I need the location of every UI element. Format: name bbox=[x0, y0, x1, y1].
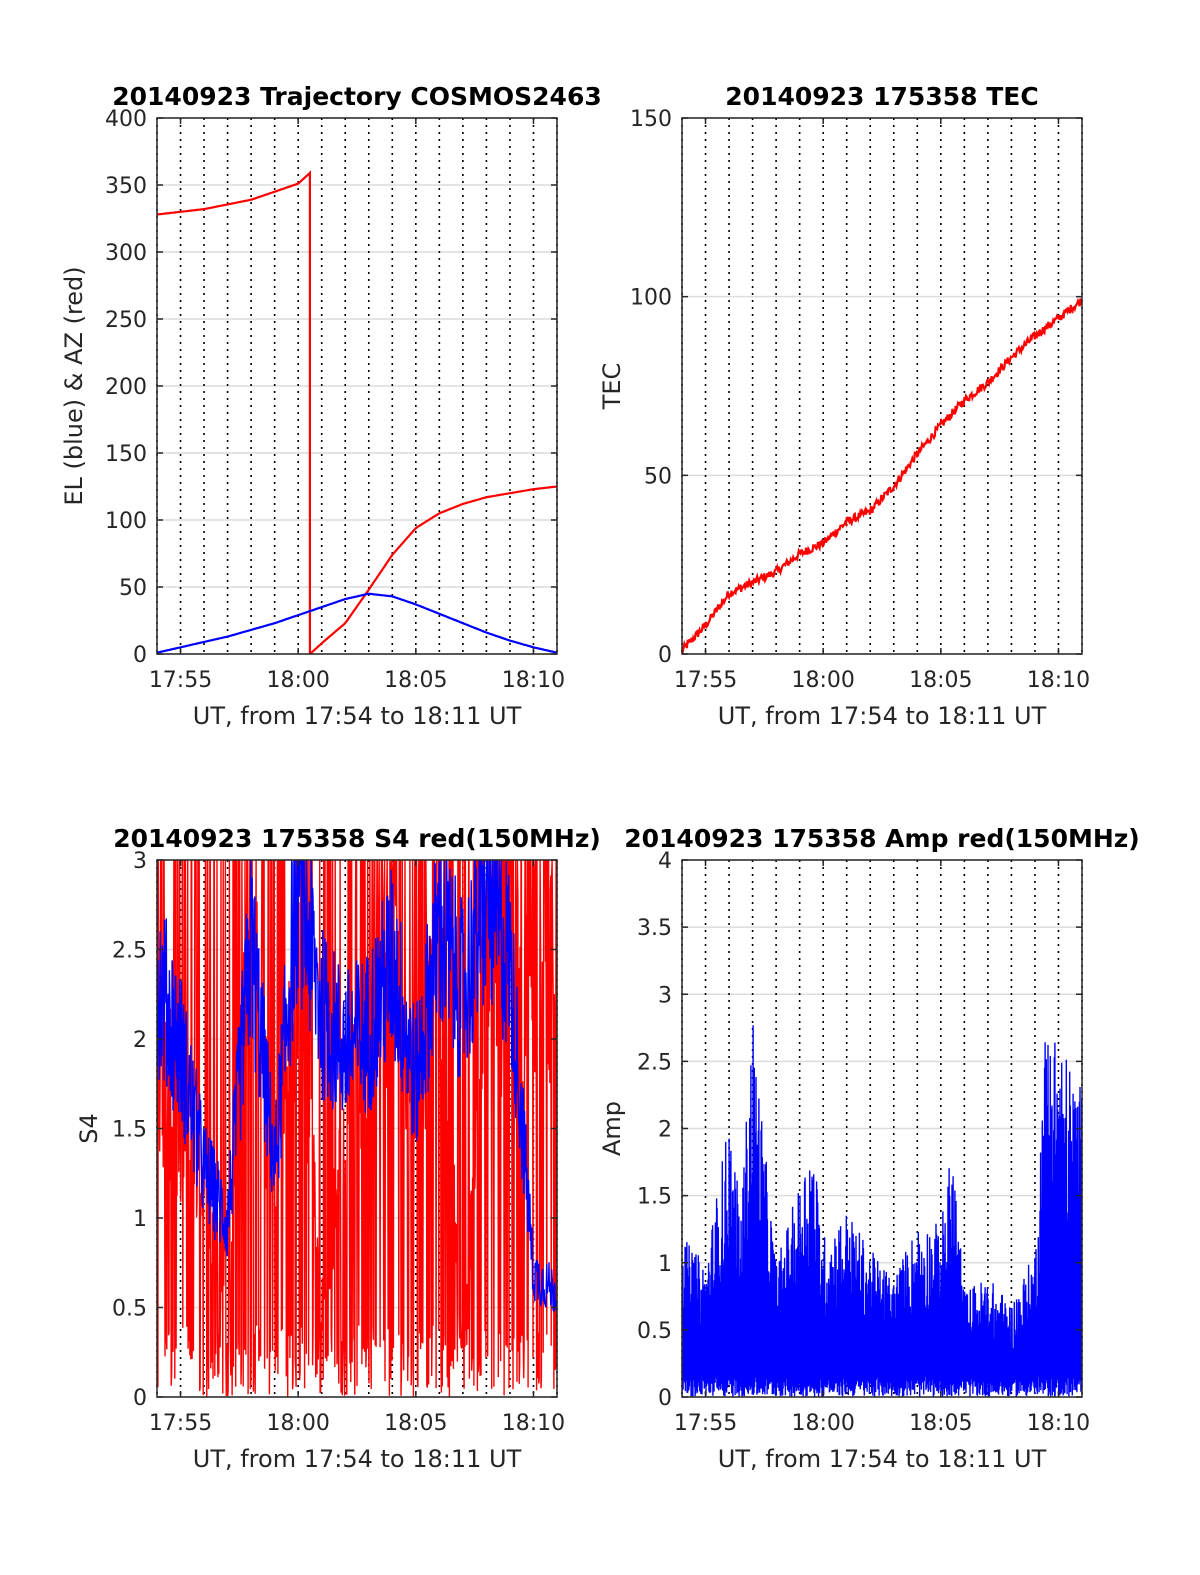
x-tick-label: 18:00 bbox=[791, 1411, 854, 1436]
y-tick-label: 3.5 bbox=[637, 916, 672, 941]
x-axis-label: UT, from 17:54 to 18:11 UT bbox=[193, 1445, 522, 1473]
y-tick-label: 2 bbox=[133, 1028, 147, 1053]
chart-title: 20140923 175358 TEC bbox=[725, 82, 1038, 111]
series-line bbox=[157, 170, 557, 654]
plot-area bbox=[682, 118, 1082, 654]
y-tick-label: 0 bbox=[133, 643, 147, 668]
x-tick-label: 17:55 bbox=[149, 668, 212, 693]
axes-box bbox=[681, 117, 1083, 655]
x-tick-label: 18:10 bbox=[502, 668, 565, 693]
y-tick-label: 4 bbox=[658, 849, 672, 874]
y-tick-label: 400 bbox=[105, 107, 147, 132]
y-tick-label: 100 bbox=[630, 286, 672, 311]
y-tick-label: 50 bbox=[644, 464, 672, 489]
chart-title: 20140923 175358 Amp red(150MHz) bbox=[624, 824, 1140, 853]
x-axis-label: UT, from 17:54 to 18:11 UT bbox=[718, 1445, 1047, 1473]
panel-amp: 0 0.5 1 1.5 2 2.5 3 3.5 4 17:55 18:00 18:05 18:10 201… bbox=[598, 824, 1140, 1473]
y-tick-label: 0 bbox=[658, 1386, 672, 1411]
y-axis-label: S4 bbox=[75, 1113, 103, 1144]
y-axis-label: EL (blue) & AZ (red) bbox=[60, 266, 88, 505]
x-tick-label: 17:55 bbox=[674, 1411, 737, 1436]
y-axis-label: TEC bbox=[598, 363, 626, 411]
x-tick-label: 18:00 bbox=[266, 1411, 329, 1436]
x-tick-label: 18:05 bbox=[909, 1411, 972, 1436]
y-tick-label: 150 bbox=[105, 442, 147, 467]
y-tick-label: 0.5 bbox=[637, 1319, 672, 1344]
y-tick-label: 0 bbox=[658, 643, 672, 668]
x-tick-label: 18:05 bbox=[909, 668, 972, 693]
x-axis-label: UT, from 17:54 to 18:11 UT bbox=[193, 702, 522, 730]
chart-title: 20140923 175358 S4 red(150MHz) bbox=[113, 824, 601, 853]
x-tick-label: 17:55 bbox=[149, 1411, 212, 1436]
x-tick-label: 18:10 bbox=[1027, 668, 1090, 693]
y-tick-label: 100 bbox=[105, 509, 147, 534]
y-axis-label: Amp bbox=[598, 1101, 626, 1156]
y-tick-label: 3 bbox=[133, 849, 147, 874]
y-tick-label: 1.5 bbox=[112, 1118, 147, 1143]
y-tick-label: 1 bbox=[133, 1207, 147, 1232]
y-tick-label: 0 bbox=[133, 1386, 147, 1411]
y-tick-label: 3 bbox=[658, 983, 672, 1008]
y-tick-label: 1.5 bbox=[637, 1185, 672, 1210]
series-line bbox=[157, 592, 557, 654]
panel-trajectory: 0 50 100 150 200 250 300 350 400 17:55 18:00 18:05 1… bbox=[60, 82, 602, 730]
x-tick-label: 17:55 bbox=[674, 668, 737, 693]
panel-tec: 0 50 100 150 17:55 18:00 18:05 18:10 20140923 17… bbox=[598, 82, 1090, 730]
series-line bbox=[682, 297, 1082, 654]
series-line bbox=[157, 860, 557, 1312]
y-tick-label: 250 bbox=[105, 308, 147, 333]
y-tick-label: 2 bbox=[658, 1118, 672, 1143]
x-tick-label: 18:05 bbox=[384, 1411, 447, 1436]
series-line bbox=[682, 1025, 1082, 1397]
x-tick-label: 18:10 bbox=[502, 1411, 565, 1436]
x-tick-label: 18:10 bbox=[1027, 1411, 1090, 1436]
y-tick-label: 50 bbox=[119, 576, 147, 601]
y-tick-label: 300 bbox=[105, 241, 147, 266]
y-tick-label: 1 bbox=[658, 1252, 672, 1277]
series-line bbox=[157, 860, 557, 1397]
y-tick-label: 2.5 bbox=[112, 939, 147, 964]
x-tick-label: 18:00 bbox=[791, 668, 854, 693]
y-tick-label: 350 bbox=[105, 174, 147, 199]
x-tick-label: 18:05 bbox=[384, 668, 447, 693]
panel-s4: 0 0.5 1 1.5 2 2.5 3 17:55 18:00 18:05 18:10 2014092… bbox=[75, 824, 601, 1473]
y-tick-label: 200 bbox=[105, 375, 147, 400]
y-tick-label: 150 bbox=[630, 107, 672, 132]
y-tick-label: 0.5 bbox=[112, 1297, 147, 1322]
x-axis-label: UT, from 17:54 to 18:11 UT bbox=[718, 702, 1047, 730]
y-tick-label: 2.5 bbox=[637, 1050, 672, 1075]
x-tick-label: 18:00 bbox=[266, 668, 329, 693]
chart-title: 20140923 Trajectory COSMOS2463 bbox=[112, 82, 602, 111]
